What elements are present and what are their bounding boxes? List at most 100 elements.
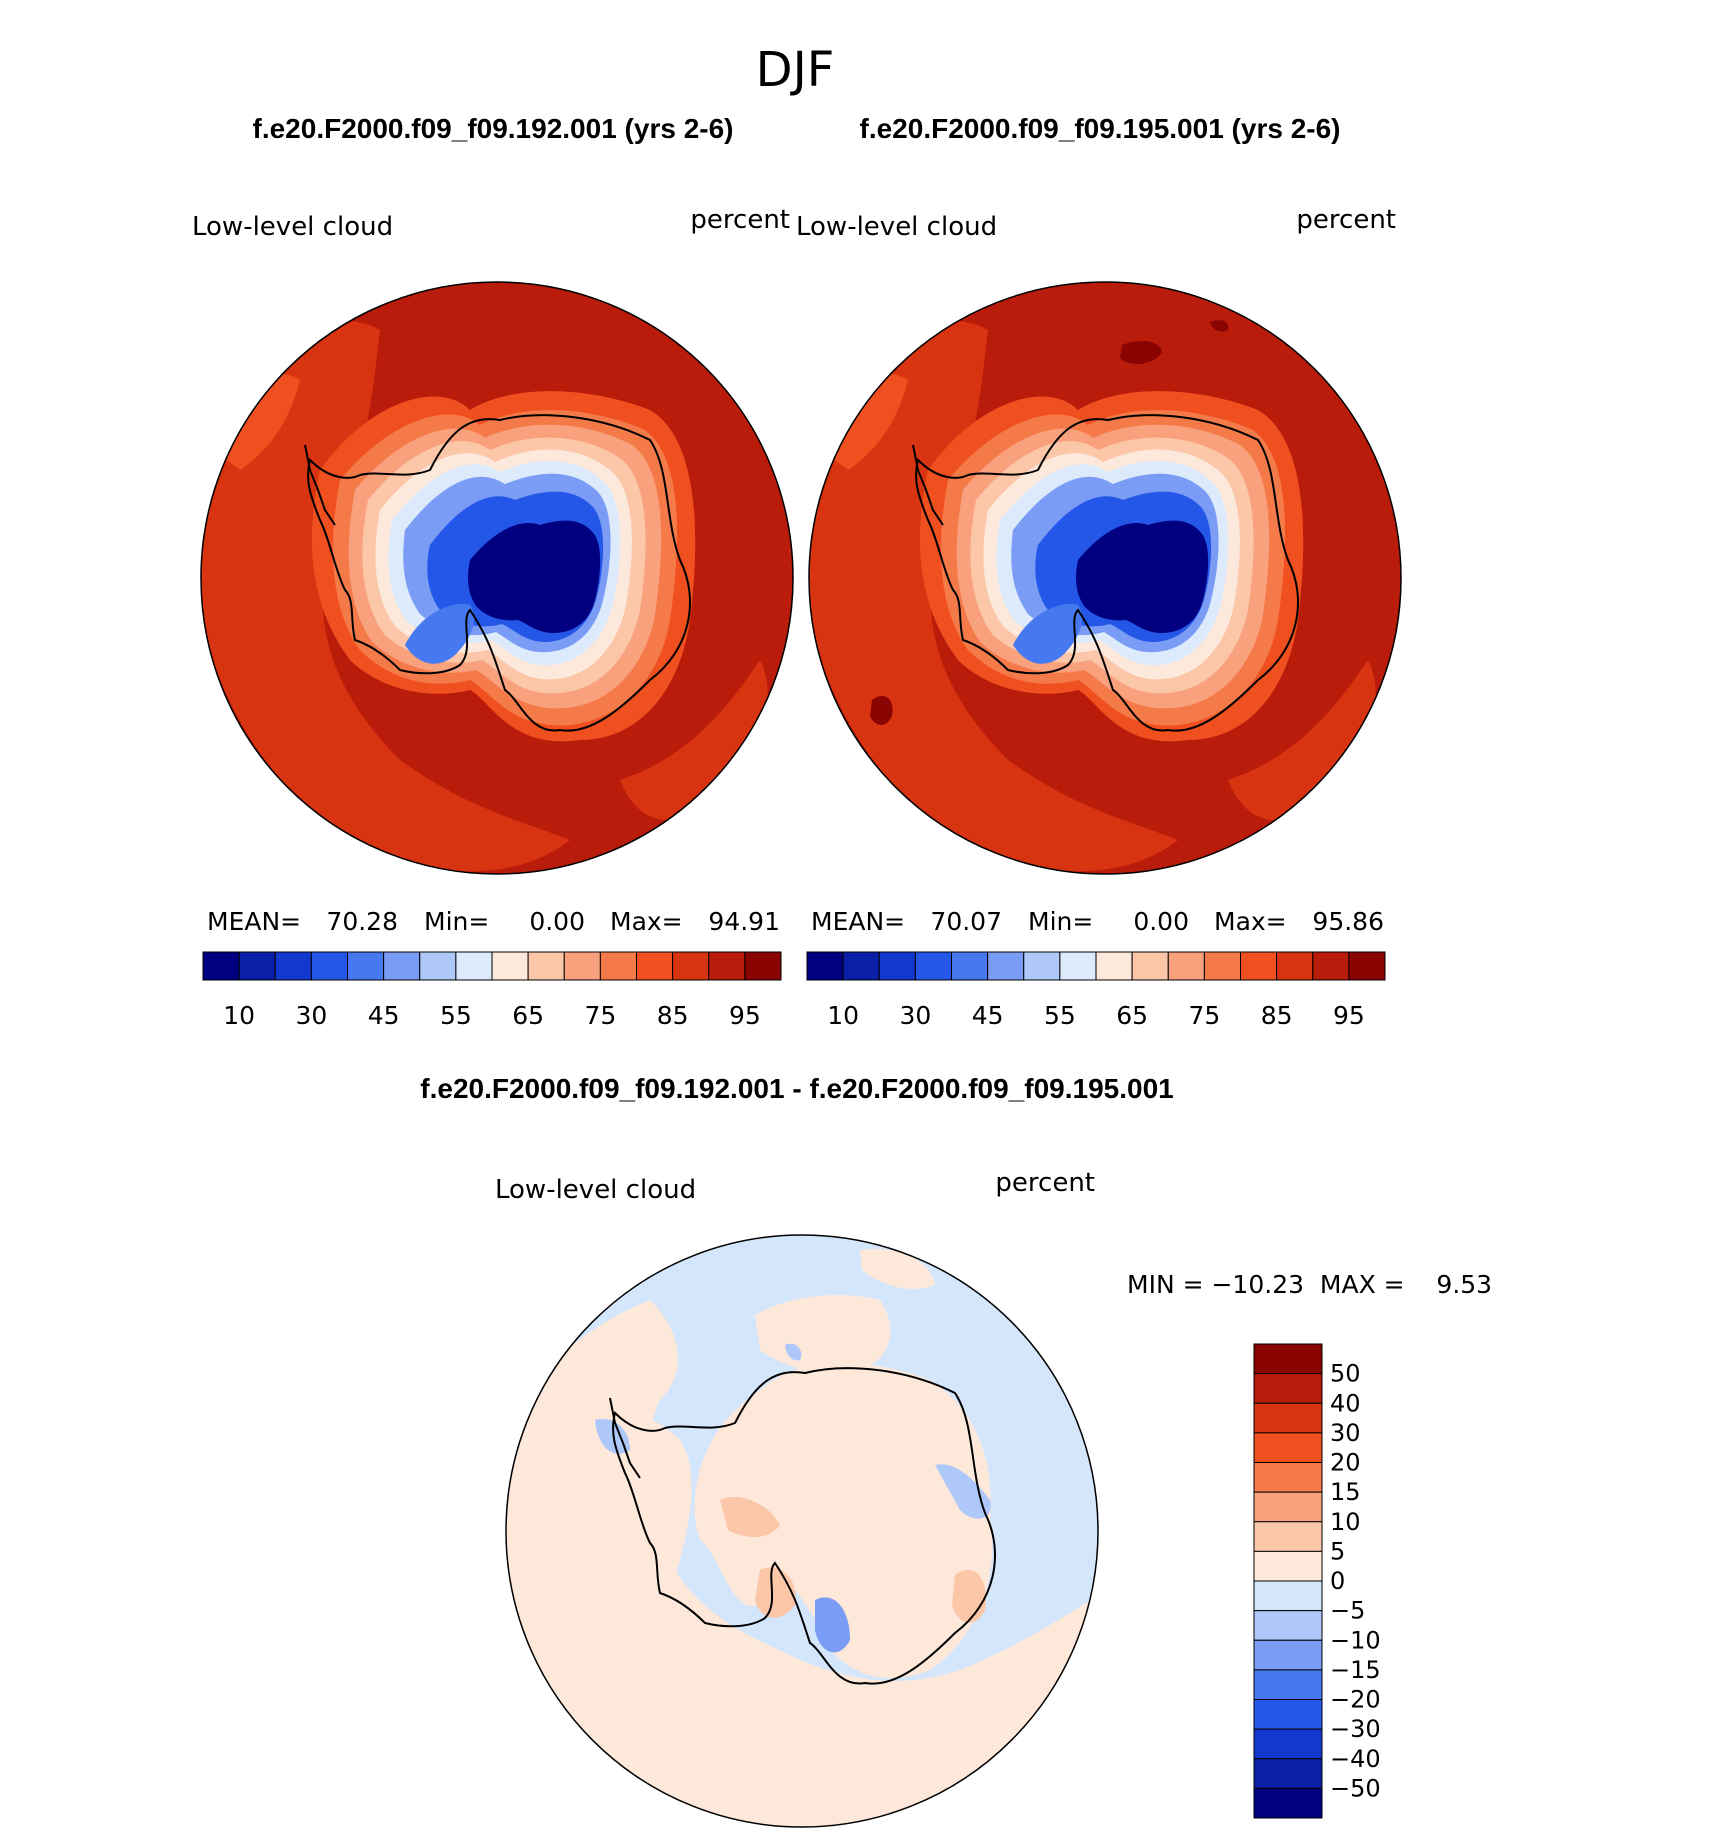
- colorbar-tick-label: 50: [1330, 1360, 1361, 1388]
- stats-left: MEAN= 70.28 Min= 0.00 Max= 94.91: [207, 907, 780, 936]
- colorbar-swatch: [1253, 1550, 1323, 1582]
- colorbar-swatch: [1253, 1491, 1323, 1523]
- colorbar-swatch: [1253, 1669, 1323, 1700]
- colorbar-swatch: [1253, 1758, 1323, 1789]
- colorbar-tick-label: −15: [1330, 1656, 1381, 1684]
- panel-right-units: percent: [1296, 205, 1396, 235]
- colorbar-tick-label: 30: [1330, 1419, 1361, 1447]
- colorbar-swatch: [455, 951, 493, 981]
- map-difference: [505, 1234, 1099, 1828]
- min-value: 0.00: [529, 907, 585, 936]
- colorbar-tick-label: 85: [1261, 1001, 1293, 1030]
- colorbar-swatch: [1348, 951, 1386, 981]
- colorbar-swatch: [744, 951, 782, 981]
- max-value: 95.86: [1312, 907, 1384, 936]
- colorbar-right: 10 30 45 55 65 75 85 95: [806, 951, 1386, 1030]
- stats-right: MEAN= 70.07 Min= 0.00 Max= 95.86: [811, 907, 1384, 936]
- colorbar-swatch: [274, 951, 312, 981]
- max-label: Max=: [1214, 907, 1287, 936]
- figure-title: DJF: [756, 42, 835, 98]
- colorbar-swatch: [806, 951, 844, 981]
- panel-left-units: percent: [690, 205, 790, 235]
- colorbar-tick-label: 55: [1044, 1001, 1076, 1030]
- diff-title: f.e20.F2000.f09_f09.192.001 - f.e20.F200…: [420, 1073, 1173, 1104]
- diff-units: percent: [995, 1168, 1095, 1198]
- colorbar-swatch: [1253, 1432, 1323, 1463]
- colorbar-tick-label: 10: [223, 1001, 255, 1030]
- colorbar-tick-label: 40: [1330, 1389, 1361, 1417]
- panel-left-variable: Low-level cloud: [192, 212, 393, 242]
- colorbar-swatch: [419, 951, 457, 981]
- colorbar-tick-label: −10: [1330, 1626, 1381, 1654]
- colorbar-swatch: [1240, 951, 1278, 981]
- antarctica-coastline: [307, 414, 691, 732]
- min-value: 0.00: [1133, 907, 1189, 936]
- colorbar-tick-label: 55: [440, 1001, 472, 1030]
- panel-right-variable: Low-level cloud: [796, 212, 997, 242]
- colorbar-swatch: [1253, 1610, 1323, 1641]
- mean-label: MEAN=: [207, 907, 301, 936]
- colorbar-tick-label: 95: [1333, 1001, 1365, 1030]
- colorbar-tick-label: 45: [972, 1001, 1004, 1030]
- colorbar-tick-label: 85: [657, 1001, 689, 1030]
- colorbar-swatch: [383, 951, 421, 981]
- colorbar-swatch: [878, 951, 916, 981]
- colorbar-tick-label: 95: [729, 1001, 761, 1030]
- colorbar-tick-label: 10: [1330, 1508, 1361, 1536]
- colorbar-swatch: [914, 951, 952, 981]
- colorbar-tick-label: −50: [1330, 1774, 1381, 1802]
- colorbar-tick-label: −30: [1330, 1715, 1381, 1743]
- colorbar-swatch: [238, 951, 276, 981]
- colorbar-swatch: [1131, 951, 1169, 981]
- colorbar-tick-label: 0: [1330, 1567, 1345, 1595]
- colorbar-swatch: [1059, 951, 1097, 981]
- map-right: [808, 281, 1402, 875]
- colorbar-swatch: [527, 951, 565, 981]
- colorbar-swatch: [672, 951, 710, 981]
- colorbar-tick-label: 75: [584, 1001, 616, 1030]
- colorbar-swatch: [1095, 951, 1133, 981]
- colorbar-swatch: [491, 951, 529, 981]
- colorbar-swatch: [1253, 1373, 1323, 1404]
- colorbar-swatch: [987, 951, 1025, 981]
- colorbar-tick-label: 75: [1188, 1001, 1220, 1030]
- colorbar-tick-label: 5: [1330, 1537, 1345, 1565]
- colorbar-swatch: [1276, 951, 1314, 981]
- antarctica-coastline: [612, 1367, 996, 1685]
- colorbar-swatch: [1253, 1699, 1323, 1730]
- mean-value: 70.07: [930, 907, 1002, 936]
- min-label: Min=: [424, 907, 489, 936]
- colorbar-tick-label: 30: [295, 1001, 327, 1030]
- colorbar-tick-label: −40: [1330, 1745, 1381, 1773]
- colorbar-swatch: [202, 951, 240, 981]
- diff-range: MIN = −10.23 MAX = 9.53: [1127, 1270, 1492, 1299]
- mean-label: MEAN=: [811, 907, 905, 936]
- panel-left-title: f.e20.F2000.f09_f09.192.001 (yrs 2-6): [253, 113, 734, 144]
- colorbar-swatch: [310, 951, 348, 981]
- colorbar-swatch: [1167, 951, 1205, 981]
- max-label: Max=: [610, 907, 683, 936]
- colorbar-swatch: [347, 951, 385, 981]
- colorbar-tick-label: 65: [1116, 1001, 1148, 1030]
- colorbar-swatch: [708, 951, 746, 981]
- colorbar-swatch: [599, 951, 637, 981]
- colorbar-tick-label: 30: [899, 1001, 931, 1030]
- colorbar-swatch: [1253, 1580, 1323, 1612]
- antarctica-coastline: [915, 414, 1299, 732]
- colorbar-swatch: [951, 951, 989, 981]
- colorbar-tick-label: 10: [827, 1001, 859, 1030]
- colorbar-swatch: [636, 951, 674, 981]
- colorbar-swatch: [1253, 1402, 1323, 1434]
- colorbar-swatch: [1253, 1343, 1323, 1375]
- colorbar-swatch: [842, 951, 880, 981]
- colorbar-swatch: [1253, 1521, 1323, 1552]
- min-label: Min=: [1028, 907, 1093, 936]
- colorbar-swatch: [1203, 951, 1241, 981]
- max-value: 94.91: [708, 907, 780, 936]
- colorbar-swatch: [563, 951, 601, 981]
- colorbar-tick-label: 65: [512, 1001, 544, 1030]
- colorbar-tick-label: 20: [1330, 1449, 1361, 1477]
- mean-value: 70.28: [326, 907, 398, 936]
